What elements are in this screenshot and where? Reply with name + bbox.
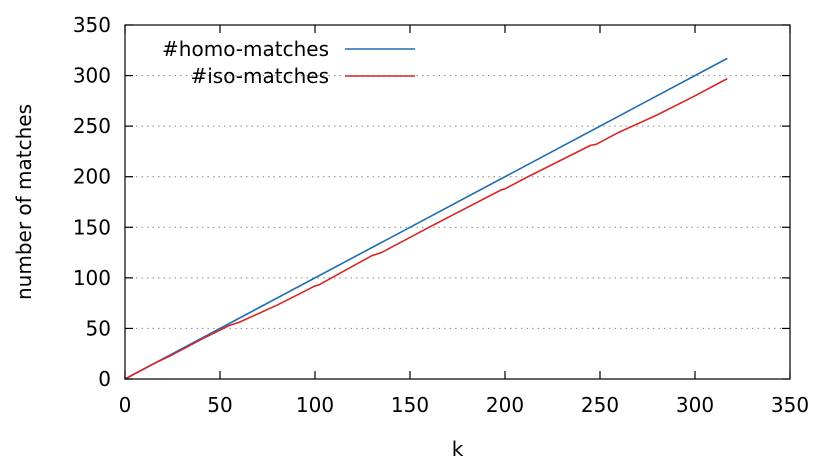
y-tick-label: 50: [86, 316, 111, 340]
x-tick-label: 200: [486, 393, 524, 417]
x-tick-label: 50: [207, 393, 232, 417]
plot-frame: [124, 24, 791, 380]
x-tick-label: 100: [296, 393, 334, 417]
x-tick-label: 0: [119, 393, 132, 417]
y-tick-label: 0: [98, 367, 111, 391]
y-tick-label: 100: [73, 266, 111, 290]
y-tick-label: 300: [73, 64, 111, 88]
grid-lines: [125, 75, 790, 329]
x-tick-labels: 0 50 100 150 200 250 300 350: [119, 393, 809, 417]
legend: #homo-matches #iso-matches: [162, 37, 415, 88]
x-axis-label: k: [452, 437, 464, 461]
series-layer: [124, 57, 728, 380]
x-tick-label: 300: [676, 393, 714, 417]
legend-label: #iso-matches: [190, 64, 329, 88]
y-tick-label: 150: [73, 215, 111, 239]
y-tick-label: 350: [73, 13, 111, 37]
legend-label: #homo-matches: [162, 37, 329, 61]
tick-marks: [124, 24, 791, 380]
x-tick-label: 150: [391, 393, 429, 417]
y-axis-label: number of matches: [12, 104, 36, 300]
series-line-iso-matches: [124, 77, 728, 380]
x-tick-label: 250: [581, 393, 619, 417]
y-tick-labels: 0 50 100 150 200 250 300 350: [73, 13, 111, 391]
y-tick-label: 250: [73, 114, 111, 138]
series-line-homo-matches: [124, 57, 728, 380]
x-tick-label: 350: [771, 393, 809, 417]
y-tick-label: 200: [73, 165, 111, 189]
